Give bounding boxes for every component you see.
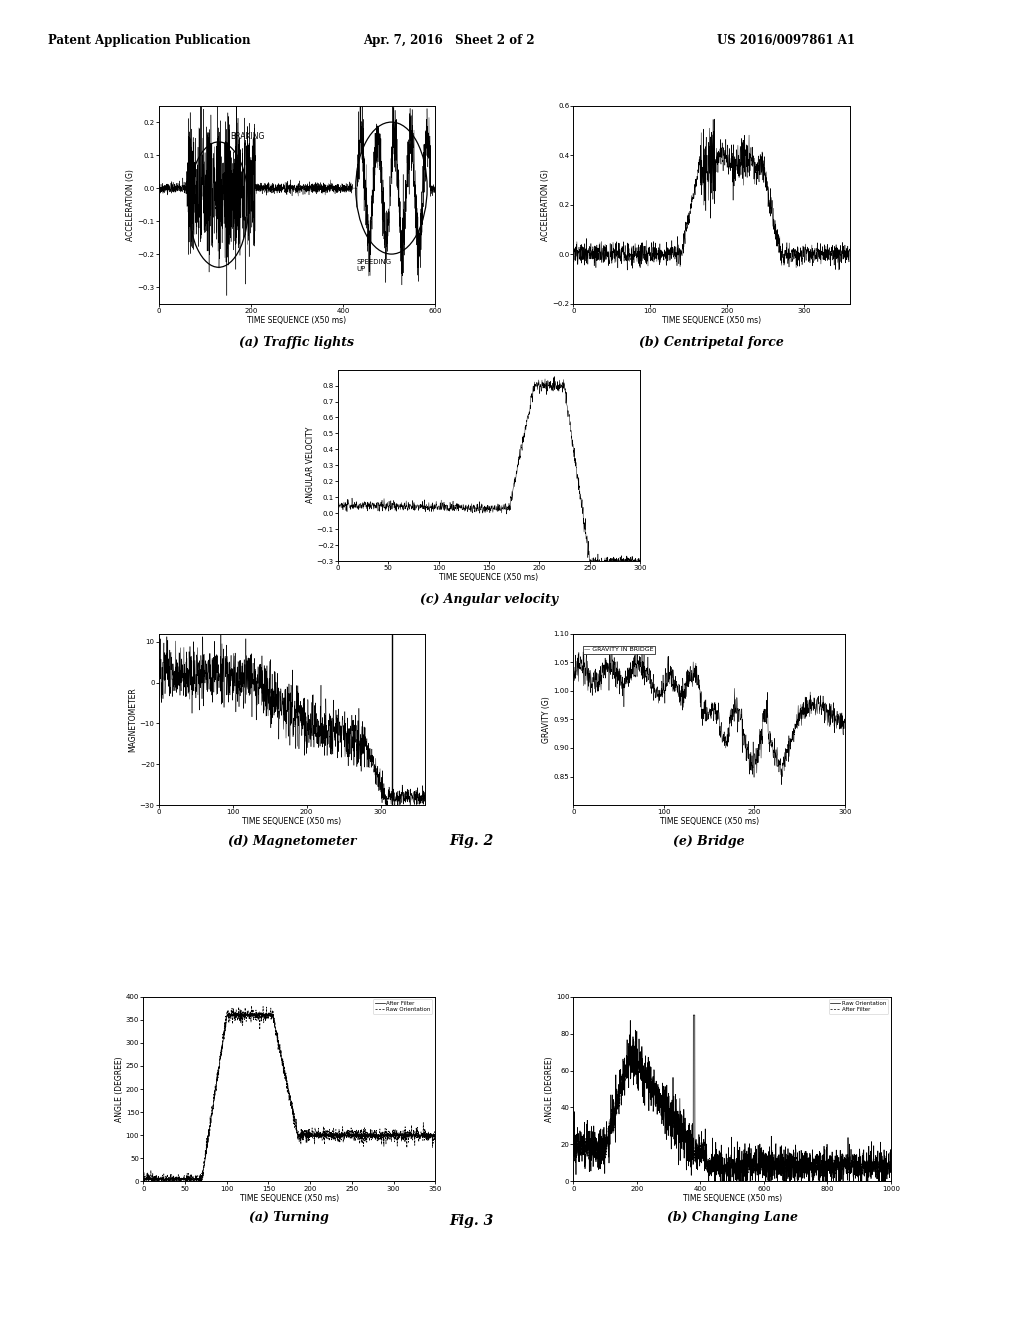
After Filter bbox=[885, 1156, 897, 1172]
Raw Orientation bbox=[429, 1134, 441, 1150]
Raw Orientation bbox=[876, 1162, 888, 1177]
X-axis label: TIME SEQUENCE (X50 ms): TIME SEQUENCE (X50 ms) bbox=[683, 1193, 781, 1203]
Raw Orientation bbox=[862, 1192, 874, 1208]
Raw Orientation bbox=[567, 1113, 580, 1129]
After Filter bbox=[429, 1129, 441, 1144]
X-axis label: TIME SEQUENCE (X50 ms): TIME SEQUENCE (X50 ms) bbox=[248, 315, 346, 325]
After Filter bbox=[153, 1172, 165, 1188]
Raw Orientation bbox=[817, 1179, 829, 1195]
Text: (d) Magnetometer: (d) Magnetometer bbox=[227, 834, 356, 847]
X-axis label: TIME SEQUENCE (X50 ms): TIME SEQUENCE (X50 ms) bbox=[243, 817, 341, 826]
After Filter bbox=[722, 1162, 734, 1177]
Text: (b) Centripetal force: (b) Centripetal force bbox=[639, 335, 784, 348]
Y-axis label: MAGNETOMETER: MAGNETOMETER bbox=[129, 686, 137, 752]
After Filter bbox=[208, 1090, 220, 1106]
After Filter bbox=[876, 1160, 888, 1176]
Text: Fig. 2: Fig. 2 bbox=[449, 834, 494, 847]
After Filter bbox=[375, 1127, 387, 1143]
Raw Orientation bbox=[425, 1127, 437, 1143]
X-axis label: TIME SEQUENCE (X50 ms): TIME SEQUENCE (X50 ms) bbox=[439, 573, 539, 582]
Raw Orientation bbox=[714, 1146, 726, 1162]
After Filter bbox=[817, 1162, 829, 1177]
Text: US 2016/0097861 A1: US 2016/0097861 A1 bbox=[717, 34, 855, 48]
After Filter bbox=[137, 1172, 150, 1188]
Text: (e) Bridge: (e) Bridge bbox=[674, 834, 744, 847]
Raw Orientation bbox=[174, 1179, 186, 1195]
Raw Orientation bbox=[722, 1168, 734, 1184]
After Filter bbox=[425, 1129, 437, 1144]
Text: — GRAVITY IN BRIDGE: — GRAVITY IN BRIDGE bbox=[585, 647, 653, 652]
Raw Orientation bbox=[137, 1170, 150, 1185]
After Filter bbox=[626, 1039, 638, 1055]
Legend: After Filter, Raw Orientation: After Filter, Raw Orientation bbox=[373, 999, 432, 1014]
After Filter bbox=[272, 1035, 285, 1051]
Raw Orientation bbox=[238, 1006, 250, 1022]
After Filter bbox=[291, 1126, 303, 1142]
Raw Orientation bbox=[687, 1007, 699, 1023]
After Filter bbox=[239, 1005, 251, 1020]
After Filter bbox=[815, 1168, 827, 1184]
Raw Orientation bbox=[584, 1134, 596, 1150]
Raw Orientation bbox=[208, 1086, 220, 1102]
Y-axis label: ANGULAR VELOCITY: ANGULAR VELOCITY bbox=[305, 428, 314, 503]
After Filter bbox=[876, 1159, 888, 1175]
Line: Raw Orientation: Raw Orientation bbox=[573, 1015, 891, 1200]
Y-axis label: GRAVITY (G): GRAVITY (G) bbox=[543, 696, 552, 743]
Line: Raw Orientation: Raw Orientation bbox=[143, 1006, 435, 1187]
Text: (b) Changing Lane: (b) Changing Lane bbox=[667, 1210, 798, 1224]
After Filter bbox=[714, 1156, 726, 1172]
X-axis label: TIME SEQUENCE (X50 ms): TIME SEQUENCE (X50 ms) bbox=[240, 1193, 339, 1203]
Legend: Raw Orientation, After Filter: Raw Orientation, After Filter bbox=[828, 999, 888, 1014]
X-axis label: TIME SEQUENCE (X50 ms): TIME SEQUENCE (X50 ms) bbox=[659, 817, 759, 826]
Raw Orientation bbox=[246, 998, 258, 1014]
Line: After Filter: After Filter bbox=[143, 1012, 435, 1180]
Raw Orientation bbox=[876, 1148, 888, 1164]
Text: (a) Traffic lights: (a) Traffic lights bbox=[240, 335, 354, 348]
Y-axis label: ACCELERATION (G): ACCELERATION (G) bbox=[126, 169, 135, 240]
Y-axis label: ANGLE (DEGREE): ANGLE (DEGREE) bbox=[115, 1056, 124, 1122]
Line: After Filter: After Filter bbox=[573, 1047, 891, 1176]
X-axis label: TIME SEQUENCE (X50 ms): TIME SEQUENCE (X50 ms) bbox=[663, 315, 761, 325]
After Filter bbox=[584, 1142, 596, 1158]
Text: Apr. 7, 2016   Sheet 2 of 2: Apr. 7, 2016 Sheet 2 of 2 bbox=[364, 34, 536, 48]
Raw Orientation bbox=[885, 1162, 897, 1177]
Text: (c) Angular velocity: (c) Angular velocity bbox=[420, 593, 558, 606]
After Filter bbox=[567, 1138, 580, 1154]
Y-axis label: ANGLE (DEGREE): ANGLE (DEGREE) bbox=[545, 1056, 554, 1122]
Text: BRAKING: BRAKING bbox=[230, 132, 264, 141]
Text: SPEEDING
UP: SPEEDING UP bbox=[357, 259, 392, 272]
Text: Patent Application Publication: Patent Application Publication bbox=[48, 34, 251, 48]
After Filter bbox=[238, 1007, 250, 1023]
Text: Fig. 3: Fig. 3 bbox=[449, 1214, 494, 1228]
Y-axis label: ACCELERATION (G): ACCELERATION (G) bbox=[542, 169, 550, 240]
Text: (a) Turning: (a) Turning bbox=[249, 1210, 330, 1224]
Raw Orientation bbox=[291, 1122, 303, 1138]
Raw Orientation bbox=[272, 1032, 285, 1048]
Raw Orientation bbox=[375, 1131, 387, 1147]
